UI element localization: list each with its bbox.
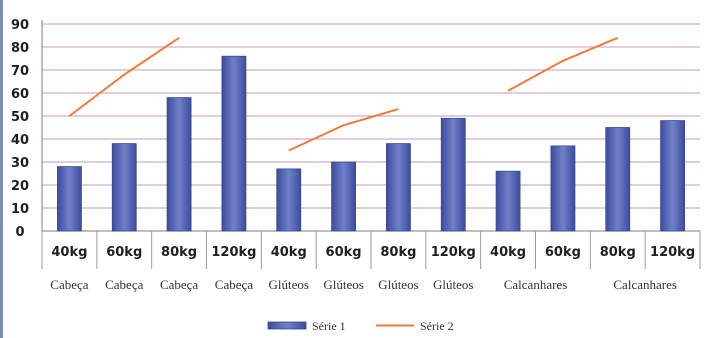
x-tick-label: 80kg (161, 245, 197, 260)
x-group-label: Cabeça (50, 277, 88, 292)
bar (331, 161, 356, 232)
bar (550, 145, 576, 232)
bar (386, 143, 411, 232)
x-group-label: Glúteos (323, 277, 363, 292)
x-group-label: Glúteos (378, 277, 418, 292)
x-group-label: Glúteos (433, 277, 473, 292)
y-tick-label: 70 (11, 64, 29, 79)
legend: Série 1 Série 2 (267, 319, 454, 333)
x-group-label: Calcanhares (504, 277, 568, 292)
tick-labels: 0 10 20 30 40 50 60 70 80 90 40kg 60kg 80kg 120kg 40kg… (11, 18, 695, 292)
bar (495, 170, 521, 232)
bar (605, 127, 631, 232)
x-group-label: Cabeça (215, 277, 253, 292)
x-group-label: Cabeça (160, 277, 198, 292)
series-line-segment (288, 108, 399, 152)
y-tick-label: 20 (11, 179, 29, 194)
x-tick-label: 80kg (600, 245, 636, 260)
bar (111, 143, 137, 232)
x-tick-label: 120kg (211, 245, 256, 260)
x-tick-label: 40kg (271, 245, 307, 260)
gridlines (42, 23, 700, 209)
x-tick-label: 80kg (380, 245, 416, 260)
x-tick-label: 60kg (106, 245, 142, 260)
series-line-segment (507, 36, 619, 92)
chart-left-border (0, 0, 3, 338)
x-tick-label: 60kg (326, 245, 362, 260)
y-tick-label: 30 (11, 156, 29, 171)
x-tick-label: 120kg (431, 245, 476, 260)
bar (221, 55, 247, 232)
y-tick-label: 50 (11, 110, 29, 125)
y-tick-label: 0 (15, 225, 24, 240)
x-group-label: Glúteos (269, 277, 309, 292)
x-tick-label: 40kg (490, 245, 526, 260)
y-tick-label: 60 (11, 87, 29, 102)
bar (166, 97, 192, 232)
legend-swatch-bar (267, 321, 307, 330)
x-tick-label: 40kg (51, 245, 87, 260)
x-tick-label: 60kg (545, 245, 581, 260)
legend-label: Série 1 (312, 319, 346, 333)
y-tick-label: 90 (11, 18, 29, 33)
y-tick-label: 80 (11, 41, 29, 56)
bar (660, 120, 685, 232)
x-tick-label: 120kg (650, 245, 695, 260)
x-group-label: Calcanhares (613, 277, 677, 292)
bar (57, 166, 82, 232)
legend-label: Série 2 (420, 319, 454, 333)
bar-series (57, 55, 685, 232)
line-series (68, 36, 619, 152)
bar (276, 168, 302, 232)
y-tick-label: 40 (11, 133, 29, 148)
y-tick-label: 10 (11, 202, 29, 217)
series-line-segment (68, 36, 180, 117)
x-group-label: Cabeça (105, 277, 143, 292)
axes (41, 20, 701, 269)
bar (440, 117, 466, 232)
